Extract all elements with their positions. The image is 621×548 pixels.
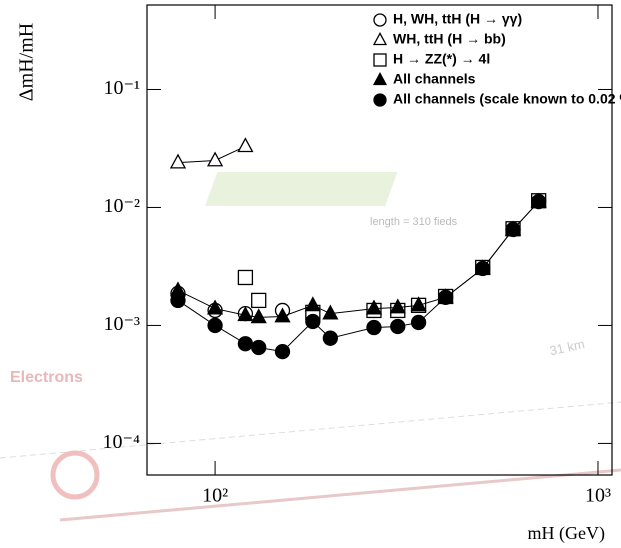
plot-frame	[146, 4, 613, 476]
x-axis-label: mH (GeV)	[528, 523, 605, 544]
field-sketch	[205, 172, 398, 206]
watermark-line	[59, 468, 621, 522]
legend-label: H, WH, ttH (H → γγ)	[393, 11, 522, 27]
point	[170, 292, 186, 309]
legend-marker	[372, 32, 388, 46]
watermark: Electrons length = 310 fieds 31 km	[0, 172, 621, 522]
watermark-line	[0, 401, 621, 459]
series-line	[177, 201, 540, 318]
point	[237, 137, 254, 153]
point	[365, 299, 383, 315]
point	[206, 299, 224, 315]
point	[410, 314, 427, 331]
point	[389, 298, 406, 314]
legend-label: All channels (scale known to 0.02 %)	[393, 91, 621, 107]
legend-marker	[373, 53, 387, 67]
point	[305, 313, 321, 330]
legend-label: H → ZZ(*) → 4l	[393, 51, 490, 67]
point	[169, 153, 187, 169]
point	[237, 269, 254, 286]
y-tick-label: 10⁻⁴	[102, 431, 140, 453]
point	[251, 339, 267, 356]
point	[437, 289, 454, 306]
legend-label: WH, ttH (H → bb)	[393, 31, 506, 47]
legend-marker	[373, 13, 387, 27]
bg-text: length = 310 fieds	[370, 216, 458, 228]
point	[475, 260, 491, 277]
bg-text: Electrons	[10, 369, 83, 386]
legend-marker	[372, 72, 388, 86]
point	[505, 221, 521, 238]
point	[251, 292, 267, 309]
bg-text: 31 km	[548, 336, 586, 358]
x-tick-label: 10²	[202, 485, 228, 507]
point	[207, 317, 223, 334]
point	[250, 308, 267, 324]
series-line	[177, 201, 540, 353]
point	[237, 336, 254, 352]
point	[304, 296, 321, 312]
x-tick-label: 10³	[585, 485, 611, 507]
y-tick-label: 10⁻¹	[103, 77, 140, 99]
legend-marker	[373, 93, 387, 107]
point	[322, 304, 339, 320]
point	[531, 194, 547, 210]
point	[410, 296, 427, 312]
legend-label: All channels	[393, 71, 476, 87]
e-logo	[50, 450, 100, 500]
point	[237, 306, 254, 322]
point	[274, 307, 291, 323]
point	[206, 151, 224, 167]
point	[390, 318, 406, 335]
point	[274, 343, 291, 360]
point	[322, 330, 338, 346]
y-axis-label: ΔmH/mH	[16, 23, 38, 101]
y-tick-label: 10⁻³	[103, 313, 140, 335]
y-tick-label: 10⁻²	[103, 195, 140, 217]
point	[366, 319, 382, 336]
